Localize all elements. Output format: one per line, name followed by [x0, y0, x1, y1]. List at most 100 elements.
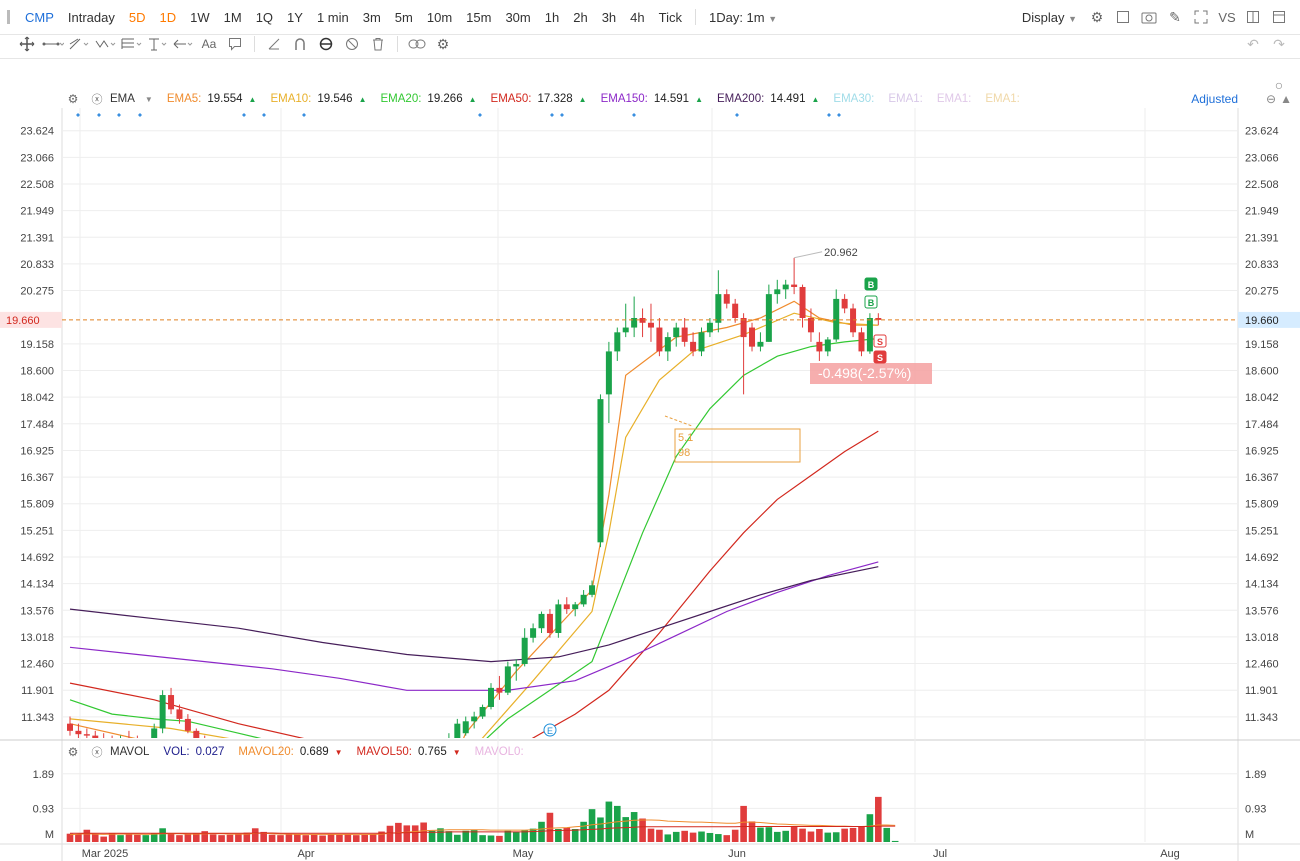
trend-tool-icon[interactable]	[68, 33, 90, 55]
ruler-icon[interactable]	[263, 33, 285, 55]
gear-icon[interactable]: ⚙	[67, 745, 79, 759]
price-tick-left: 21.391	[20, 232, 54, 244]
period-15m[interactable]: 15m	[466, 9, 492, 25]
menu-icon[interactable]	[2, 6, 16, 28]
fib-tool-icon[interactable]	[120, 33, 142, 55]
legend-item-ema150[interactable]: EMA150: 14.591 ▲	[601, 93, 703, 105]
gear-icon[interactable]: ⚙	[1090, 8, 1104, 25]
camera-icon[interactable]	[1138, 6, 1160, 28]
legend-item-faded[interactable]: EMA1:	[936, 93, 972, 105]
level-tool-icon[interactable]	[146, 33, 168, 55]
volume-legend-item-mavol50[interactable]: MAVOL50: 0.765 ▼	[357, 746, 461, 758]
up-arrow-icon: ▲	[811, 94, 820, 104]
chevron-down-icon: ▼	[1068, 13, 1077, 24]
ema-line-ema200	[69, 566, 879, 663]
period-1h[interactable]: 1h	[544, 9, 560, 25]
note-icon[interactable]	[224, 33, 246, 55]
legend-item-ema5[interactable]: EMA5: 19.554 ▲	[167, 93, 257, 105]
ema-line-ema10	[69, 312, 879, 738]
legend-item-ema20[interactable]: EMA20: 19.266 ▲	[381, 93, 477, 105]
period-intraday[interactable]: Intraday	[67, 9, 115, 25]
arrow-tool-icon[interactable]	[172, 33, 194, 55]
volume-legend-item-mavol20[interactable]: MAVOL20: 0.689 ▼	[238, 746, 342, 758]
candle-body	[698, 332, 705, 352]
price-tick-right: 20.833	[1245, 259, 1279, 271]
volume-indicator-label[interactable]: MAVOL	[110, 746, 150, 758]
period-2h[interactable]: 2h	[573, 9, 588, 25]
period-tick[interactable]: Tick	[658, 9, 682, 25]
indicator-select[interactable]: EMA ▼	[110, 93, 153, 105]
candle	[732, 298, 739, 323]
legend-item-faded[interactable]: EMA30:	[833, 93, 875, 105]
period-1y[interactable]: 1Y	[287, 9, 303, 25]
period-1w[interactable]: 1W	[190, 9, 210, 25]
candle-body	[75, 730, 82, 735]
collapse-up-icon[interactable]: ▲	[1280, 92, 1292, 106]
close-icon[interactable]: ⓧ	[91, 94, 103, 106]
line-tool-icon[interactable]	[42, 33, 64, 55]
expand-icon[interactable]	[1190, 6, 1212, 28]
symbol-button[interactable]: CMP	[25, 9, 54, 25]
volume-bar	[403, 825, 411, 842]
candle-body	[605, 351, 612, 395]
period-10m[interactable]: 10m	[426, 9, 453, 25]
period-5d[interactable]: 5D	[128, 9, 146, 25]
volume-bar	[824, 832, 832, 842]
volume-bar	[66, 833, 74, 842]
price-tick-right: 13.018	[1245, 632, 1279, 644]
period-1m[interactable]: 1M	[223, 9, 242, 25]
legend-item-ema10[interactable]: EMA10: 19.546 ▲	[270, 93, 366, 105]
candle-body	[546, 613, 553, 633]
adjusted-label[interactable]: Adjusted	[1191, 92, 1238, 106]
close-icon[interactable]: ⓧ	[91, 747, 103, 759]
period-5m[interactable]: 5m	[394, 9, 413, 25]
period-30m[interactable]: 30m	[505, 9, 531, 25]
text-tool-icon[interactable]: Aa	[201, 37, 217, 51]
legend-label: EMA200:	[716, 93, 765, 105]
sync-icon[interactable]	[315, 33, 337, 55]
sell-marker-box	[873, 350, 887, 364]
period-3m[interactable]: 3m	[362, 9, 381, 25]
candle-body	[437, 798, 443, 803]
window-icon[interactable]	[1268, 6, 1290, 28]
crosshair-icon[interactable]	[16, 33, 38, 55]
hide-icon[interactable]	[341, 33, 363, 55]
candle	[715, 270, 722, 333]
vs-label[interactable]: VS	[1218, 9, 1236, 25]
period-1-min[interactable]: 1 min	[316, 9, 349, 25]
pencil-icon[interactable]: ✎	[1169, 8, 1181, 25]
period-1q[interactable]: 1Q	[255, 9, 274, 25]
volume-bar	[639, 818, 646, 842]
book-icon[interactable]	[1242, 6, 1264, 28]
legend-item-faded[interactable]: EMA1:	[985, 93, 1020, 105]
legend-item-ema200[interactable]: EMA200: 14.491 ▲	[717, 93, 819, 105]
undo-icon[interactable]: ↶	[1247, 35, 1259, 52]
volume-legend-item-faded[interactable]: MAVOL0:	[474, 746, 524, 758]
buy-marker: B	[868, 298, 875, 308]
volume-legend-item-vol[interactable]: VOL: 0.027	[163, 746, 224, 758]
candle-body	[824, 339, 831, 352]
link-icon[interactable]	[406, 33, 428, 55]
legend-item-faded[interactable]: EMA1:	[888, 93, 923, 105]
interval-select[interactable]: 1Day: 1m ▼	[702, 10, 784, 25]
period-4h[interactable]: 4h	[630, 9, 645, 25]
collapse-icon[interactable]: ○	[1274, 77, 1284, 93]
square-icon[interactable]	[1112, 6, 1134, 28]
redo-icon[interactable]: ↷	[1273, 35, 1285, 52]
candle	[816, 332, 823, 361]
candle	[706, 318, 713, 338]
display-button[interactable]: Display ▼	[1015, 10, 1084, 25]
legend-value: 19.546	[317, 93, 353, 105]
minus-icon[interactable]: ⊖	[1266, 92, 1277, 106]
candle	[184, 714, 191, 734]
candle	[471, 711, 478, 729]
period-3h[interactable]: 3h	[601, 9, 617, 25]
trash-icon[interactable]	[367, 33, 389, 55]
gear-icon[interactable]: ⚙	[67, 92, 79, 106]
settings-icon[interactable]: ⚙	[436, 35, 450, 52]
magnet-icon[interactable]	[289, 33, 311, 55]
period-1d[interactable]: 1D	[159, 9, 177, 25]
legend-item-ema50[interactable]: EMA50: 17.328 ▲	[491, 93, 587, 105]
pattern-tool-icon[interactable]	[94, 33, 116, 55]
